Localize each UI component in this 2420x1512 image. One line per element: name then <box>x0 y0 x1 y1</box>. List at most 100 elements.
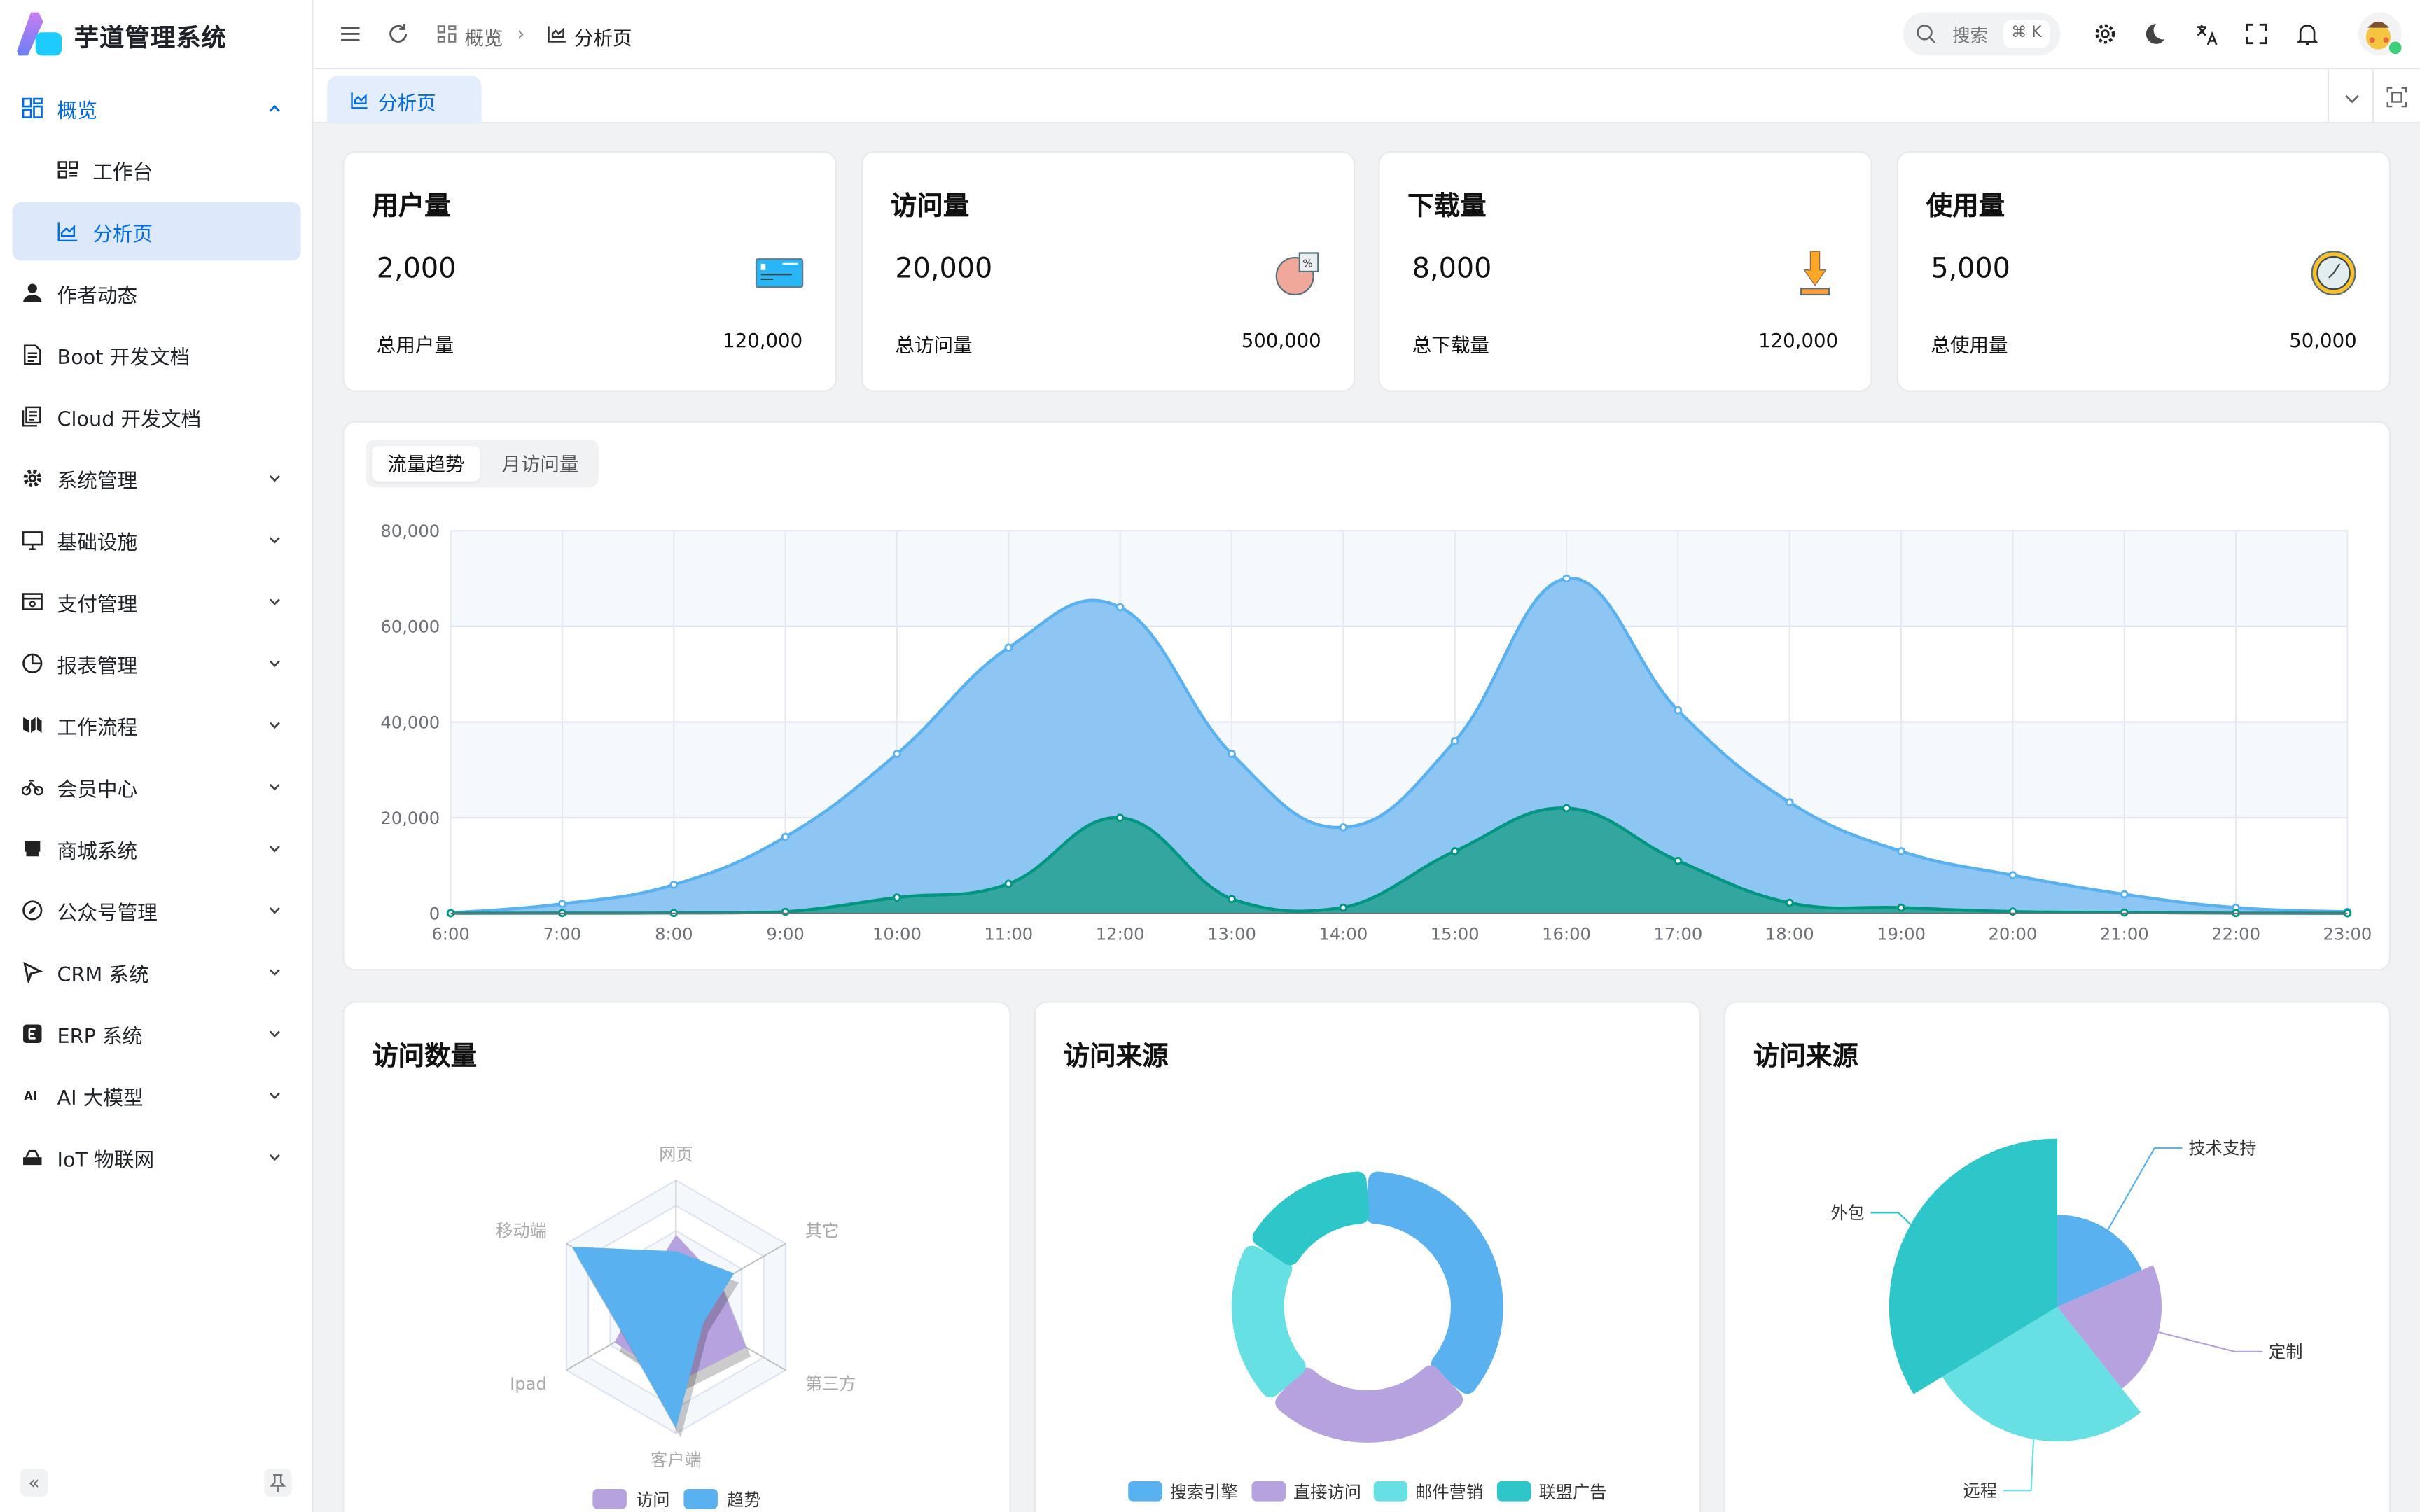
refresh-icon[interactable] <box>386 22 410 46</box>
rose-slice[interactable] <box>1889 1138 2058 1394</box>
sidebar-item-label: 会员中心 <box>57 778 138 802</box>
donut-slice[interactable] <box>1231 1245 1306 1398</box>
legend-swatch[interactable] <box>1251 1480 1286 1502</box>
sidebar-item-crm[interactable]: CRM 系统 <box>13 943 301 1002</box>
series-1-point[interactable] <box>893 750 901 758</box>
legend-label[interactable]: 访问 <box>636 1490 669 1510</box>
series-1-point[interactable] <box>2008 871 2017 880</box>
rose-slice-label: 外包 <box>1830 1203 1864 1223</box>
rose-slice[interactable] <box>2057 1265 2162 1389</box>
series-1-point[interactable] <box>1897 847 1905 855</box>
collapse-sidebar-icon[interactable]: « <box>20 1469 48 1497</box>
language-translate-icon[interactable] <box>2195 22 2219 46</box>
chevron-down-icon[interactable] <box>267 839 282 855</box>
user-avatar[interactable] <box>2358 12 2402 56</box>
series-1-point[interactable] <box>1785 798 1794 806</box>
legend-label[interactable]: 直接访问 <box>1293 1482 1361 1502</box>
series-1-point[interactable] <box>1674 706 1683 715</box>
series-1-point[interactable] <box>1004 643 1013 652</box>
stat-total-value: 50,000 <box>2289 328 2357 352</box>
rose-slice[interactable] <box>1942 1306 2141 1442</box>
donut-slice[interactable] <box>1275 1365 1463 1443</box>
rose-label-line <box>2107 1147 2183 1231</box>
tabs-dropdown-chevron-icon[interactable] <box>2342 86 2363 108</box>
stat-total-value: 120,000 <box>723 328 803 352</box>
series-1-point[interactable] <box>669 880 679 889</box>
donut-slice[interactable] <box>1365 1171 1503 1394</box>
series-1-point[interactable] <box>1450 737 1459 746</box>
sidebar-item-monitor[interactable]: 基础设施 <box>13 511 301 570</box>
pin-icon[interactable] <box>263 1469 292 1497</box>
series-2-point[interactable] <box>1228 895 1236 904</box>
rose-slice[interactable] <box>2057 1214 2142 1307</box>
series-2-point[interactable] <box>1339 903 1348 912</box>
chevron-down-icon[interactable] <box>267 962 282 978</box>
legend-label[interactable]: 搜索引擎 <box>1170 1482 1238 1502</box>
radar-series-2[interactable] <box>571 1247 735 1429</box>
series-2-point[interactable] <box>1562 804 1571 813</box>
chevron-down-icon[interactable] <box>267 654 282 670</box>
legend-label[interactable]: 邮件营销 <box>1415 1482 1483 1502</box>
series-2-point[interactable] <box>1450 847 1459 855</box>
notification-bell-icon[interactable] <box>2295 22 2319 46</box>
legend-swatch[interactable] <box>1496 1480 1531 1502</box>
chevron-down-icon[interactable] <box>267 1148 282 1163</box>
sidebar-item-analytics-chart[interactable]: 分析页 <box>12 202 301 261</box>
series-1-point[interactable] <box>1228 750 1236 758</box>
series-1-point[interactable] <box>2120 890 2129 899</box>
sidebar-item-bicycle[interactable]: 会员中心 <box>13 757 301 816</box>
breadcrumb-overview[interactable]: 概览 <box>464 26 503 50</box>
series-2-point[interactable] <box>1674 856 1683 865</box>
sidebar-item-gear[interactable]: 系统管理 <box>13 449 301 507</box>
settings-gear-icon[interactable] <box>2093 22 2118 46</box>
sidebar-item-user[interactable]: 作者动态 <box>13 264 301 323</box>
sidebar-item-document[interactable]: Boot 开发文档 <box>13 326 301 384</box>
maximize-content-icon[interactable] <box>2386 85 2408 108</box>
sidebar-item-compass[interactable]: 公众号管理 <box>13 881 301 940</box>
sidebar-item-workspace[interactable]: 工作台 <box>13 141 301 200</box>
sidebar-item-label: 概览 <box>57 99 97 123</box>
sidebar-item-payment[interactable]: 支付管理 <box>13 573 301 631</box>
sidebar-item-shop[interactable]: 商城系统 <box>13 819 301 878</box>
series-2-point[interactable] <box>893 893 901 902</box>
donut-slice[interactable] <box>1252 1171 1370 1266</box>
chevron-down-icon[interactable] <box>267 469 282 484</box>
search-input[interactable]: 搜索 ⌘ K <box>1903 12 2061 56</box>
chevron-down-icon[interactable] <box>267 592 282 608</box>
chevron-down-icon[interactable] <box>267 778 282 793</box>
chevron-down-icon[interactable] <box>267 1025 282 1040</box>
series-1-point[interactable] <box>558 899 566 909</box>
tab-traffic-trend[interactable]: 流量趋势 <box>372 445 480 482</box>
series-1-point[interactable] <box>781 832 790 841</box>
sidebar-item-pie-report[interactable]: 报表管理 <box>13 634 301 693</box>
sidebar-item-dashboard-grid[interactable]: 概览 <box>13 78 301 137</box>
chevron-down-icon[interactable] <box>267 716 282 732</box>
legend-swatch[interactable] <box>592 1488 627 1509</box>
series-2-point[interactable] <box>1115 813 1125 822</box>
fullscreen-icon[interactable] <box>2244 22 2269 46</box>
series-2-point[interactable] <box>1897 903 1905 912</box>
series-1-point[interactable] <box>1115 603 1125 612</box>
menu-toggle-icon[interactable] <box>338 22 363 46</box>
chevron-down-icon[interactable] <box>267 1086 282 1102</box>
dark-mode-moon-icon[interactable] <box>2142 22 2167 46</box>
chevron-down-icon[interactable] <box>267 531 282 546</box>
series-2-point[interactable] <box>1004 879 1013 888</box>
chevron-down-icon[interactable] <box>267 901 282 916</box>
tab-monthly-visits[interactable]: 月访问量 <box>501 451 579 475</box>
sidebar-item-workflow[interactable]: 工作流程 <box>13 696 301 755</box>
legend-swatch[interactable] <box>683 1488 718 1509</box>
series-1-point[interactable] <box>1562 574 1571 583</box>
legend-label[interactable]: 联盟广告 <box>1538 1482 1606 1502</box>
series-2-point[interactable] <box>1785 898 1794 907</box>
legend-label[interactable]: 趋势 <box>727 1490 760 1510</box>
legend-swatch[interactable] <box>1128 1480 1162 1502</box>
chevron-up-icon[interactable] <box>267 99 282 114</box>
sidebar-item-ai[interactable]: AI AI 大模型 <box>13 1066 301 1125</box>
legend-swatch[interactable] <box>1373 1480 1408 1502</box>
sidebar-item-router[interactable]: IoT 物联网 <box>13 1128 301 1186</box>
series-1-point[interactable] <box>1339 822 1348 832</box>
tab-analytics[interactable]: 分析页 <box>327 76 482 124</box>
sidebar-item-documents[interactable]: Cloud 开发文档 <box>13 387 301 446</box>
sidebar-item-erp[interactable]: ERP 系统 <box>13 1004 301 1063</box>
